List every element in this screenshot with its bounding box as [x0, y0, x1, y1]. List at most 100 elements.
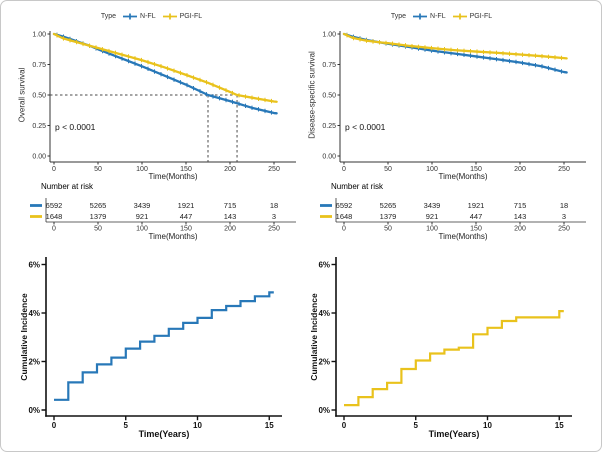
ci-right-y-axis-label: Cumulative Incidence: [309, 293, 319, 381]
y-tick-label: 2%: [28, 357, 40, 366]
x-tick-label: 150: [470, 166, 482, 173]
x-tick-label: 150: [180, 166, 192, 173]
risk-count: 5265: [90, 201, 107, 210]
x-tick-label: 10: [483, 421, 492, 430]
risk-x-tick-label: 100: [426, 226, 438, 233]
y-tick-label: 6%: [318, 260, 330, 269]
risk-x-tick-label: 150: [470, 226, 482, 233]
ci-step-curve-pgifl: [344, 310, 564, 407]
y-tick-label: 0.00: [32, 153, 46, 160]
dss-y-axis-label: Disease-specific survival: [307, 51, 317, 139]
risk-count: 6592: [46, 201, 63, 210]
risk-count: 143: [514, 212, 527, 221]
os-x-axis-label: Time(Months): [148, 172, 198, 181]
risk-count: 921: [426, 212, 439, 221]
y-tick-label: 0.50: [322, 92, 336, 99]
x-tick-label: 50: [384, 166, 392, 173]
risk-count: 18: [560, 201, 568, 210]
dss-x-axis-label: Time(Months): [438, 172, 488, 181]
y-tick-label: 4%: [318, 309, 330, 318]
risk-count: 1379: [380, 212, 397, 221]
legend-title: Type: [100, 13, 117, 20]
y-tick-label: 6%: [28, 260, 40, 269]
x-tick-label: 200: [224, 166, 236, 173]
risk-count: 921: [136, 212, 149, 221]
y-tick-label: 4%: [28, 309, 40, 318]
y-tick-label: 1.00: [32, 31, 46, 38]
km-curve-pgifl: [52, 32, 278, 103]
y-tick-label: 0.25: [32, 123, 46, 130]
legend-marker-nfl-icon: [123, 13, 138, 20]
legend-label-pgifl: PGI-FL: [179, 13, 203, 20]
y-tick-label: 0.75: [32, 62, 46, 69]
legend-marker-pgifl-icon: [162, 13, 177, 20]
risk-x-tick-label: 250: [268, 226, 280, 233]
risk-table-right-x-axis-label: Time(Months): [438, 232, 488, 241]
x-tick-label: 0: [342, 421, 347, 430]
risk-x-tick-label: 50: [94, 226, 102, 233]
x-tick-label: 0: [342, 166, 346, 173]
legend-title: Type: [390, 13, 407, 20]
km-curve-nfl: [342, 32, 568, 74]
os-p-value: p < 0.0001: [55, 122, 96, 132]
risk-x-tick-label: 200: [224, 226, 236, 233]
legend-label-nfl: N-FL: [430, 13, 446, 20]
legend-item-nfl: N-FL: [412, 12, 446, 21]
x-tick-label: 200: [514, 166, 526, 173]
y-tick-label: 0%: [28, 406, 40, 415]
risk-count: 715: [514, 201, 527, 210]
x-tick-label: 15: [555, 421, 564, 430]
risk-count: 18: [270, 201, 278, 210]
x-tick-label: 5: [124, 421, 129, 430]
x-tick-label: 10: [193, 421, 202, 430]
risk-x-tick-label: 200: [514, 226, 526, 233]
x-tick-label: 250: [268, 166, 280, 173]
risk-count: 715: [224, 201, 237, 210]
legend-item-pgifl: PGI-FL: [452, 12, 492, 21]
ci-left-x-axis-label: Time(Years): [138, 429, 190, 439]
y-tick-label: 2%: [318, 357, 330, 366]
risk-table-right-title: Number at risk: [331, 182, 384, 191]
risk-count: 5265: [380, 201, 397, 210]
risk-x-tick-label: 250: [558, 226, 570, 233]
legend-label-nfl: N-FL: [140, 13, 156, 20]
y-tick-label: 0.75: [322, 62, 336, 69]
risk-count: 1921: [468, 201, 485, 210]
ci-step-curve-nfl: [54, 291, 274, 401]
risk-count: 447: [180, 212, 193, 221]
legend-item-pgifl: PGI-FL: [162, 12, 203, 21]
x-tick-label: 15: [265, 421, 274, 430]
risk-count: 143: [224, 212, 237, 221]
risk-x-tick-label: 150: [180, 226, 192, 233]
risk-x-tick-label: 50: [384, 226, 392, 233]
risk-count: 1379: [90, 212, 107, 221]
x-tick-label: 100: [426, 166, 438, 173]
risk-count: 6592: [336, 201, 353, 210]
risk-x-tick-label: 0: [52, 226, 56, 233]
x-tick-label: 0: [52, 166, 56, 173]
risk-x-tick-label: 100: [136, 226, 148, 233]
risk-table-left-title: Number at risk: [41, 182, 94, 191]
legend-os: Type N-FL PGI-FL: [1, 11, 302, 22]
risk-count: 1921: [178, 201, 195, 210]
x-tick-label: 50: [94, 166, 102, 173]
legend-dss: Type N-FL PGI-FL: [291, 11, 592, 22]
legend-marker-pgifl-icon: [452, 13, 467, 20]
ci-left-y-axis-label: Cumulative Incidence: [19, 293, 29, 381]
x-tick-label: 5: [414, 421, 419, 430]
x-tick-label: 100: [136, 166, 148, 173]
km-curve-pgifl: [342, 32, 568, 60]
x-tick-label: 250: [558, 166, 570, 173]
risk-count: 3: [272, 212, 276, 221]
os-y-axis-label: Overall survival: [17, 67, 27, 123]
ci-right-x-axis-label: Time(Years): [428, 429, 480, 439]
legend-item-nfl: N-FL: [122, 12, 156, 21]
risk-count: 1648: [336, 212, 353, 221]
legend-marker-nfl-icon: [413, 13, 428, 20]
risk-x-tick-label: 0: [342, 226, 346, 233]
risk-count: 3: [562, 212, 566, 221]
y-tick-label: 0%: [318, 406, 330, 415]
risk-count: 3439: [134, 201, 151, 210]
risk-count: 447: [470, 212, 483, 221]
